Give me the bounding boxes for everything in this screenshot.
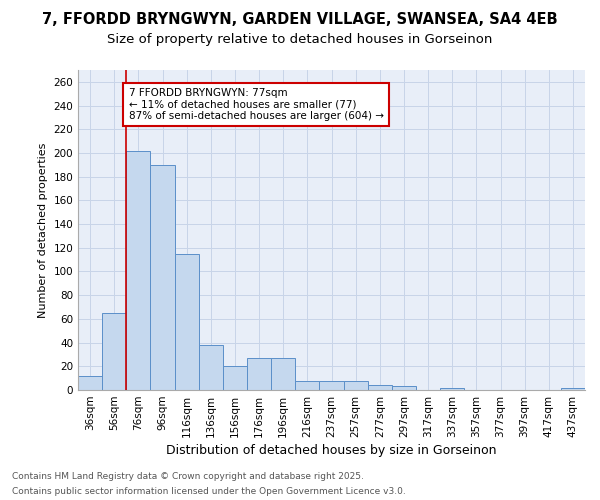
Bar (199, 345, 223, 390)
X-axis label: Distribution of detached houses by size in Gorseinon: Distribution of detached houses by size … (166, 444, 497, 457)
Bar (319, 380, 344, 390)
Bar (223, 366, 247, 390)
Bar (392, 386, 416, 390)
Bar (271, 358, 295, 390)
Bar (561, 388, 585, 390)
Text: Size of property relative to detached houses in Gorseinon: Size of property relative to detached ho… (107, 32, 493, 46)
Bar (126, 150, 151, 390)
Text: 7, FFORDD BRYNGWYN, GARDEN VILLAGE, SWANSEA, SA4 4EB: 7, FFORDD BRYNGWYN, GARDEN VILLAGE, SWAN… (42, 12, 558, 28)
Text: Contains HM Land Registry data © Crown copyright and database right 2025.: Contains HM Land Registry data © Crown c… (12, 472, 364, 481)
Bar (344, 380, 368, 390)
Bar (102, 313, 126, 390)
Bar (175, 254, 199, 390)
Bar (78, 376, 102, 390)
Bar (368, 386, 392, 390)
Text: Contains public sector information licensed under the Open Government Licence v3: Contains public sector information licen… (12, 487, 406, 496)
Text: 7 FFORDD BRYNGWYN: 77sqm
← 11% of detached houses are smaller (77)
87% of semi-d: 7 FFORDD BRYNGWYN: 77sqm ← 11% of detach… (128, 88, 384, 121)
Bar (247, 358, 271, 390)
Y-axis label: Number of detached properties: Number of detached properties (38, 142, 48, 318)
Bar (295, 380, 319, 390)
Bar (440, 388, 464, 390)
Bar (151, 165, 175, 390)
